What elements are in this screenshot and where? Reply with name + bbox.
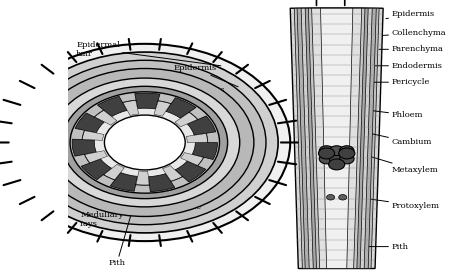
Text: Metaxylem: Metaxylem bbox=[363, 154, 438, 174]
Wedge shape bbox=[175, 113, 197, 127]
Circle shape bbox=[0, 44, 290, 241]
Wedge shape bbox=[123, 101, 139, 116]
Circle shape bbox=[82, 100, 207, 185]
Circle shape bbox=[339, 148, 355, 159]
Text: Parenchyma: Parenchyma bbox=[379, 45, 443, 53]
Text: Endodermis: Endodermis bbox=[375, 62, 442, 70]
Circle shape bbox=[62, 86, 228, 199]
Text: Hypodermis: Hypodermis bbox=[173, 86, 241, 110]
Circle shape bbox=[329, 146, 344, 156]
Circle shape bbox=[36, 68, 254, 216]
Text: Epidermis: Epidermis bbox=[386, 10, 434, 19]
Text: Pericycle: Pericycle bbox=[173, 161, 212, 177]
Circle shape bbox=[327, 195, 335, 200]
Polygon shape bbox=[297, 8, 376, 269]
Text: Vascular
bundle: Vascular bundle bbox=[173, 173, 209, 211]
Text: Epidermal
hair: Epidermal hair bbox=[76, 41, 221, 66]
Wedge shape bbox=[187, 116, 216, 135]
Wedge shape bbox=[72, 139, 96, 156]
Circle shape bbox=[319, 148, 335, 159]
Text: Parenchyma: Parenchyma bbox=[173, 114, 236, 130]
Polygon shape bbox=[301, 8, 372, 269]
Polygon shape bbox=[294, 8, 379, 269]
Wedge shape bbox=[81, 159, 111, 180]
Text: Endodermis: Endodermis bbox=[173, 141, 228, 149]
Wedge shape bbox=[166, 98, 196, 118]
Wedge shape bbox=[181, 153, 203, 165]
Wedge shape bbox=[154, 101, 171, 116]
Wedge shape bbox=[135, 93, 160, 109]
Wedge shape bbox=[149, 174, 175, 192]
Circle shape bbox=[104, 115, 185, 170]
Wedge shape bbox=[136, 171, 149, 185]
Text: Epidermis: Epidermis bbox=[173, 64, 238, 87]
Circle shape bbox=[11, 52, 278, 233]
Text: Phloem: Phloem bbox=[367, 110, 423, 119]
Circle shape bbox=[339, 195, 347, 200]
Text: Pericycle: Pericycle bbox=[371, 78, 430, 86]
Text: Protoxylem: Protoxylem bbox=[361, 198, 439, 210]
Circle shape bbox=[320, 154, 334, 164]
Circle shape bbox=[320, 146, 334, 156]
Text: Cambium: Cambium bbox=[364, 132, 431, 147]
Polygon shape bbox=[320, 8, 353, 269]
Circle shape bbox=[50, 78, 240, 207]
Wedge shape bbox=[162, 165, 182, 181]
Text: Pith: Pith bbox=[109, 170, 144, 267]
Wedge shape bbox=[97, 96, 127, 116]
Polygon shape bbox=[308, 8, 365, 269]
Polygon shape bbox=[312, 8, 362, 269]
Text: Pith: Pith bbox=[356, 242, 408, 251]
Wedge shape bbox=[104, 164, 125, 180]
Text: Medullary
rays: Medullary rays bbox=[80, 156, 124, 228]
Circle shape bbox=[70, 92, 219, 193]
Wedge shape bbox=[192, 142, 218, 159]
Wedge shape bbox=[175, 161, 206, 182]
Text: Collenchyma: Collenchyma bbox=[383, 29, 446, 37]
Circle shape bbox=[339, 146, 354, 156]
Wedge shape bbox=[85, 151, 108, 163]
Wedge shape bbox=[110, 173, 137, 191]
Circle shape bbox=[329, 159, 345, 170]
Wedge shape bbox=[83, 131, 104, 140]
Circle shape bbox=[339, 154, 354, 164]
Wedge shape bbox=[95, 110, 117, 125]
Circle shape bbox=[329, 154, 344, 164]
Wedge shape bbox=[75, 113, 104, 133]
Polygon shape bbox=[290, 8, 383, 269]
Polygon shape bbox=[305, 8, 368, 269]
Wedge shape bbox=[186, 133, 207, 142]
Circle shape bbox=[24, 60, 266, 225]
